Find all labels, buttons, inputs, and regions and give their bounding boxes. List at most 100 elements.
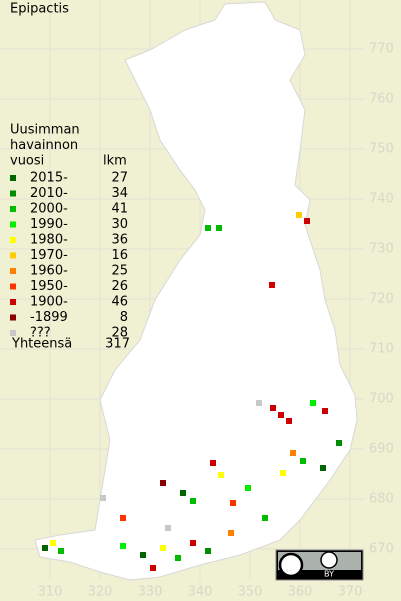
total-count: 317: [105, 337, 130, 352]
observation: [216, 225, 222, 231]
x-axis-label: 320: [88, 585, 113, 600]
legend-heading: havainnon: [10, 138, 78, 153]
legend-heading: vuosi: [10, 154, 44, 169]
legend-swatch: [10, 268, 16, 274]
observation: [160, 480, 166, 486]
observation: [245, 485, 251, 491]
legend-label: 1980-: [30, 233, 68, 248]
observation: [300, 458, 306, 464]
legend-label: -1899: [30, 310, 68, 325]
finland-outline: [34, 1, 358, 581]
observation: [165, 525, 171, 531]
legend-label: 1950-: [30, 279, 68, 294]
legend-count: 8: [120, 310, 128, 325]
x-axis-label: 350: [238, 585, 263, 600]
legend-swatch: [10, 314, 16, 321]
observation: [180, 490, 186, 496]
observation: [120, 543, 126, 549]
legend-swatch: [10, 299, 16, 305]
legend-label: 2010-: [30, 186, 68, 201]
observation: [205, 225, 211, 231]
observation: [286, 418, 292, 424]
observation: [190, 540, 196, 546]
legend-heading: Uusimman: [10, 123, 80, 138]
observation: [336, 440, 342, 446]
observation: [270, 405, 276, 411]
y-axis-label: 690: [369, 442, 394, 457]
observation: [50, 540, 56, 546]
legend-count: 46: [111, 295, 128, 310]
legend-swatch: [10, 283, 16, 290]
total-label: Yhteensä: [11, 337, 72, 352]
license-badge: BY: [275, 549, 364, 581]
x-axis-label: 340: [188, 585, 213, 600]
legend-count: 26: [111, 279, 128, 294]
observation: [278, 412, 284, 418]
observation: [280, 470, 286, 476]
observation: [120, 515, 126, 521]
legend-swatch: [10, 237, 16, 243]
observation: [230, 500, 236, 506]
observation: [296, 212, 302, 218]
observation: [256, 400, 262, 406]
y-axis-label: 670: [369, 542, 394, 557]
observation: [269, 282, 275, 288]
observation: [320, 465, 326, 471]
x-axis-label: 330: [138, 585, 163, 600]
y-axis-label: 750: [369, 142, 394, 157]
legend-label: 2000-: [30, 202, 68, 217]
y-axis-label: 730: [369, 242, 394, 257]
legend-label: 1960-: [30, 264, 68, 279]
observations: [42, 212, 342, 571]
y-axis-label: 680: [369, 492, 394, 507]
y-axis-label: 760: [369, 92, 394, 107]
observation: [262, 515, 268, 521]
legend-swatch: [10, 221, 16, 228]
legend-swatch: [10, 330, 16, 336]
observation: [304, 218, 310, 224]
y-axis-label: 710: [369, 342, 394, 357]
legend-label: 2015-: [30, 171, 68, 186]
observation: [210, 460, 216, 466]
observation: [290, 450, 296, 456]
legend-label: 1970-: [30, 248, 68, 263]
legend-label: 1900-: [30, 295, 68, 310]
legend-count: 36: [111, 233, 128, 248]
observation: [160, 545, 166, 551]
legend-label: ???: [30, 326, 51, 341]
y-axis-label: 740: [369, 192, 394, 207]
legend-swatch: [10, 190, 16, 197]
legend-count: 16: [111, 248, 128, 263]
observation: [100, 495, 106, 501]
observation: [228, 530, 234, 536]
legend-swatch: [10, 206, 16, 212]
observation: [175, 555, 181, 561]
x-axis-label: 360: [288, 585, 313, 600]
license-label: BY: [324, 570, 334, 579]
legend-swatch: [10, 175, 16, 181]
y-axis-label: 770: [369, 42, 394, 57]
observation: [190, 498, 196, 504]
legend-swatch: [10, 252, 16, 259]
observation: [42, 545, 48, 551]
observation: [218, 472, 224, 478]
observation: [205, 548, 211, 554]
x-axis-label: 310: [38, 585, 63, 600]
x-axis-label: 370: [338, 585, 363, 600]
legend-count: 25: [111, 264, 128, 279]
observation: [322, 408, 328, 414]
observation: [150, 565, 156, 571]
observation: [310, 400, 316, 406]
observation: [140, 552, 146, 558]
legend-count-heading: lkm: [103, 154, 127, 169]
legend-count: 34: [111, 186, 128, 201]
legend-count: 28: [111, 326, 128, 341]
legend-count: 30: [111, 217, 128, 232]
y-axis-label: 700: [369, 392, 394, 407]
y-axis-label: 720: [369, 292, 394, 307]
observation: [58, 548, 64, 554]
legend-count: 27: [111, 171, 128, 186]
